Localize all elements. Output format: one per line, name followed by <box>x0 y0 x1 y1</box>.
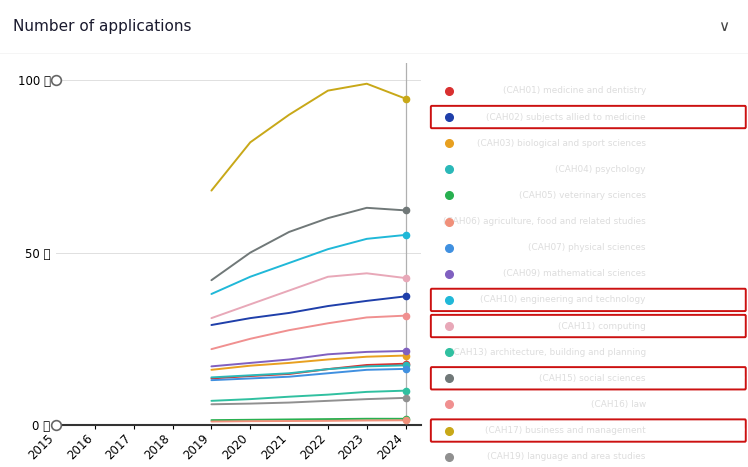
Text: (CAH13) architecture, building and planning: (CAH13) architecture, building and plann… <box>450 347 646 357</box>
Text: 42,620: 42,620 <box>708 322 745 331</box>
Text: (CAH15) social sciences: (CAH15) social sciences <box>539 374 646 383</box>
Text: 21,470: 21,470 <box>708 269 745 278</box>
Text: 1,360: 1,360 <box>715 217 745 226</box>
Text: (CAH09) mathematical sciences: (CAH09) mathematical sciences <box>503 269 646 278</box>
Text: (CAH01) medicine and dentistry: (CAH01) medicine and dentistry <box>503 86 646 95</box>
Text: 1,790: 1,790 <box>714 191 745 200</box>
Text: (CAH16) law: (CAH16) law <box>590 400 646 409</box>
Text: (CAH05) veterinary sciences: (CAH05) veterinary sciences <box>519 191 646 200</box>
Text: (CAH11) computing: (CAH11) computing <box>558 322 646 331</box>
Text: 7,860: 7,860 <box>714 452 745 461</box>
Text: (CAH03) biological and sport sciences: (CAH03) biological and sport sciences <box>476 139 646 148</box>
Text: Number of applications: Number of applications <box>13 19 192 35</box>
Text: (CAH07) physical sciences: (CAH07) physical sciences <box>528 243 646 252</box>
Text: (CAH06) agriculture, food and related studies: (CAH06) agriculture, food and related st… <box>443 217 646 226</box>
Text: 94,670: 94,670 <box>708 426 745 435</box>
Text: 17,300: 17,300 <box>708 165 745 174</box>
Text: 9,960: 9,960 <box>714 347 745 357</box>
Text: 31,720: 31,720 <box>708 400 745 409</box>
Text: (CAH10) engineering and technology: (CAH10) engineering and technology <box>480 296 646 304</box>
Text: (CAH19) language and area studies: (CAH19) language and area studies <box>488 452 646 461</box>
Text: 20,140: 20,140 <box>708 139 745 148</box>
Text: (CAH02) subjects allied to medicine: (CAH02) subjects allied to medicine <box>486 113 646 121</box>
Text: 55,140: 55,140 <box>708 296 745 304</box>
Text: (CAH04) psychology: (CAH04) psychology <box>555 165 646 174</box>
Text: 16,270: 16,270 <box>708 243 745 252</box>
Text: 37,320: 37,320 <box>708 113 745 121</box>
Text: (CAH17) business and management: (CAH17) business and management <box>485 426 646 435</box>
Text: 62,250: 62,250 <box>708 374 745 383</box>
Text: 2024: 2024 <box>451 68 486 81</box>
Text: ∨: ∨ <box>718 19 729 35</box>
Text: 17,770: 17,770 <box>708 86 745 95</box>
